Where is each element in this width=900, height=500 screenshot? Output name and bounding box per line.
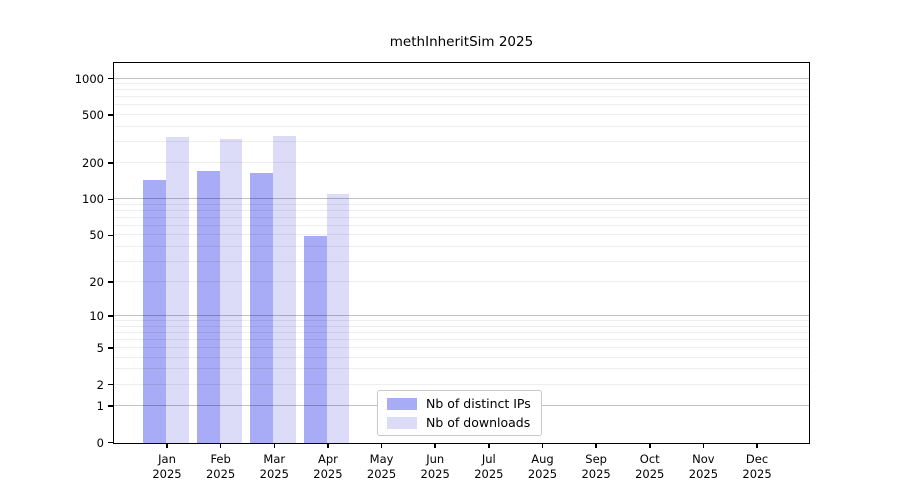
gridline-major-100 bbox=[114, 198, 809, 200]
gridline-minor-70 bbox=[114, 216, 809, 218]
x-tick-mark-jan bbox=[166, 444, 168, 448]
gridline-minor-700 bbox=[114, 96, 809, 98]
x-tick-mark-may bbox=[380, 444, 383, 448]
x-tick-mark-feb bbox=[219, 444, 222, 448]
gridline-minor-50 bbox=[114, 234, 809, 236]
legend-item-distinct-ips: Nb of distinct IPs bbox=[387, 396, 532, 411]
y-tick-mark-1000 bbox=[108, 77, 113, 80]
y-tick-label-200: 200 bbox=[82, 156, 104, 171]
gridline-major-10 bbox=[114, 315, 809, 317]
gridline-minor-300 bbox=[114, 140, 809, 142]
x-tick-label-oct: Oct 2025 bbox=[635, 452, 665, 481]
gridline-minor-200 bbox=[114, 162, 809, 164]
chart-title: methInheritSim 2025 bbox=[389, 34, 534, 50]
x-tick-mark-sep bbox=[595, 444, 597, 448]
x-tick-label-jan: Jan 2025 bbox=[152, 452, 182, 481]
y-tick-mark-500 bbox=[108, 114, 113, 116]
gridline-major-1000 bbox=[114, 77, 809, 79]
y-tick-mark-20 bbox=[108, 281, 113, 283]
y-tick-mark-0 bbox=[108, 441, 113, 444]
gridline-minor-80 bbox=[114, 210, 809, 211]
x-tick-label-jul: Jul 2025 bbox=[474, 452, 504, 481]
x-tick-mark-aug bbox=[541, 444, 544, 448]
gridline-minor-60 bbox=[114, 224, 809, 226]
bar-downloads-jan bbox=[166, 137, 189, 443]
bars-layer bbox=[114, 63, 809, 443]
bar-downloads-mar bbox=[273, 135, 296, 443]
x-tick-label-apr: Apr 2025 bbox=[313, 452, 343, 481]
x-tick-label-jun: Jun 2025 bbox=[420, 452, 450, 481]
gridline-minor-600 bbox=[114, 104, 809, 106]
gridline-minor-90 bbox=[114, 203, 809, 205]
legend-swatch-distinct-ips bbox=[387, 397, 417, 410]
legend-swatch-downloads bbox=[387, 416, 417, 429]
bar-distinct-ips-feb bbox=[196, 170, 220, 443]
y-tick-label-10: 10 bbox=[89, 309, 104, 324]
x-tick-mark-oct bbox=[649, 444, 651, 448]
x-tick-mark-jun bbox=[434, 444, 436, 448]
y-tick-label-100: 100 bbox=[82, 192, 104, 207]
gridline-minor-800 bbox=[114, 89, 809, 91]
y-tick-label-50: 50 bbox=[89, 228, 104, 243]
y-tick-label-2: 2 bbox=[96, 377, 104, 392]
bar-downloads-feb bbox=[219, 138, 243, 443]
y-tick-label-1: 1 bbox=[96, 398, 104, 413]
gridline-minor-3 bbox=[114, 368, 809, 370]
y-tick-label-1000: 1000 bbox=[74, 71, 104, 86]
gridline-minor-30 bbox=[114, 260, 809, 262]
gridline-minor-2 bbox=[114, 383, 809, 385]
legend: Nb of distinct IPs Nb of downloads bbox=[377, 390, 542, 436]
gridline-minor-40 bbox=[114, 245, 809, 247]
gridline-minor-7 bbox=[114, 331, 809, 333]
plot-area: Nb of distinct IPs Nb of downloads bbox=[113, 62, 810, 444]
gridline-minor-6 bbox=[114, 338, 809, 340]
bar-distinct-ips-apr bbox=[303, 235, 327, 443]
x-tick-label-may: May 2025 bbox=[366, 452, 397, 481]
y-tick-mark-5 bbox=[108, 347, 113, 349]
legend-label-distinct-ips: Nb of distinct IPs bbox=[426, 396, 531, 411]
y-tick-mark-2 bbox=[108, 383, 113, 386]
gridline-minor-400 bbox=[114, 125, 809, 127]
y-tick-mark-200 bbox=[108, 162, 113, 164]
x-tick-label-mar: Mar 2025 bbox=[259, 452, 289, 481]
gridline-minor-900 bbox=[114, 83, 809, 85]
x-tick-label-dec: Dec 2025 bbox=[742, 452, 772, 481]
gridline-minor-9 bbox=[114, 320, 809, 322]
gridline-minor-8 bbox=[114, 325, 809, 327]
gridline-minor-20 bbox=[114, 281, 809, 283]
x-tick-mark-dec bbox=[756, 444, 758, 448]
x-tick-label-aug: Aug 2025 bbox=[527, 452, 558, 481]
y-tick-label-500: 500 bbox=[82, 108, 104, 122]
legend-label-downloads: Nb of downloads bbox=[426, 415, 531, 430]
x-tick-mark-mar bbox=[273, 444, 276, 448]
gridline-minor-5 bbox=[114, 347, 809, 349]
x-tick-mark-apr bbox=[327, 444, 329, 448]
x-tick-mark-nov bbox=[702, 444, 705, 448]
bar-downloads-apr bbox=[326, 193, 350, 443]
y-tick-label-5: 5 bbox=[96, 341, 104, 356]
x-tick-label-sep: Sep 2025 bbox=[581, 452, 611, 481]
y-tick-label-20: 20 bbox=[89, 275, 104, 290]
x-tick-mark-jul bbox=[488, 444, 490, 448]
gridline-minor-4 bbox=[114, 356, 809, 358]
x-tick-label-feb: Feb 2025 bbox=[205, 452, 236, 481]
x-tick-label-nov: Nov 2025 bbox=[688, 452, 719, 481]
bar-distinct-ips-mar bbox=[250, 172, 274, 443]
bar-distinct-ips-jan bbox=[143, 180, 166, 443]
y-tick-mark-1 bbox=[108, 405, 113, 407]
y-tick-mark-100 bbox=[108, 198, 113, 201]
gridline-minor-500 bbox=[114, 114, 809, 115]
y-tick-mark-50 bbox=[108, 234, 113, 237]
y-tick-mark-10 bbox=[108, 315, 113, 317]
legend-item-downloads: Nb of downloads bbox=[387, 415, 532, 430]
y-tick-label-0: 0 bbox=[96, 435, 104, 450]
